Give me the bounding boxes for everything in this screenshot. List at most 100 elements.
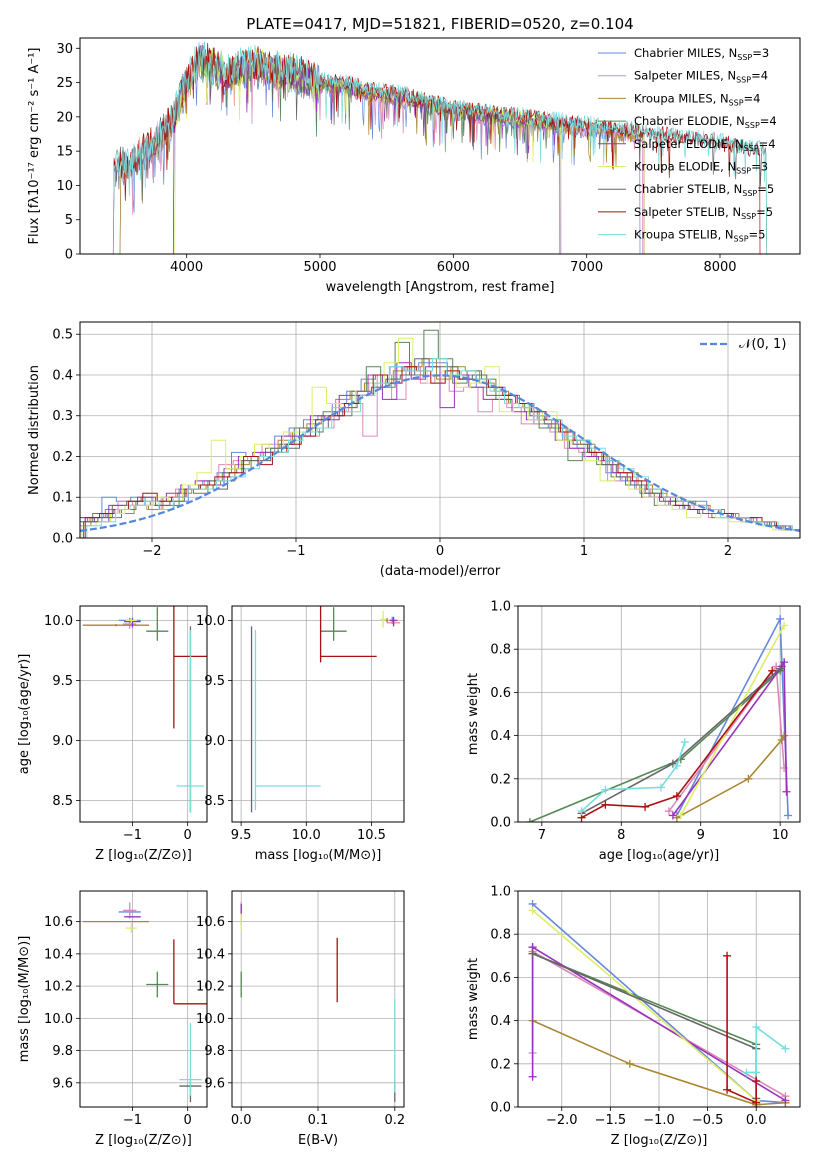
y-tick-label: 9.6	[204, 1076, 225, 1091]
weight-marker-4	[668, 811, 677, 820]
weight-marker-7	[752, 1077, 761, 1086]
panel-mass-vs-Z: −1 0 9.6 9.8 10.0 10.2 10.4 10.6 Z [log₁₀(Z/Z⊙)]…	[17, 890, 208, 1148]
y-tick-label: 10.0	[196, 614, 225, 629]
x-tick-label: 5000	[303, 260, 336, 275]
x-tick-label: 0	[436, 544, 444, 559]
y-tick-label: 9.6	[52, 1076, 73, 1091]
y-tick-label: 8.5	[52, 794, 73, 809]
weight-line-4	[672, 659, 788, 816]
legend-label-main: Chabrier MILES, N	[634, 46, 737, 60]
x-tick-label: 10.5	[357, 828, 386, 843]
weight-marker-2	[777, 735, 786, 744]
x-tick-label: −1	[123, 828, 142, 843]
y-axis-label: Flux [fλ10⁻¹⁷ erg cm⁻² s⁻¹ A⁻¹]	[27, 48, 42, 245]
axes-frame	[517, 605, 801, 823]
weight-marker-7	[723, 951, 732, 960]
weight-marker-2	[780, 731, 789, 740]
legend-label-tail: =5	[757, 182, 774, 196]
y-tick-label: 10.4	[196, 947, 225, 962]
weight-marker-8	[680, 738, 689, 747]
weight-marker-5	[676, 811, 685, 820]
panel-age-vs-Z: −1 0 8.5 9.0 9.5 10.0 Z [log₁₀(Z/Z⊙)] age [log₁…	[17, 605, 208, 863]
weight-marker-8	[672, 761, 681, 770]
y-axis-label: Normed distribution	[27, 365, 42, 495]
y-tick-label: 0.6	[490, 971, 511, 986]
legend-label-main: Kroupa ELODIE, N	[634, 160, 736, 174]
x-tick-label: 8000	[703, 260, 736, 275]
panel-spectrum: 4000 5000 6000 7000 8000 0 5 10 15 20 25 30 waveleng…	[27, 37, 801, 295]
x-tick-label: 9	[697, 828, 705, 843]
weight-marker-7	[768, 666, 777, 675]
x-tick-label: −1	[286, 544, 305, 559]
weight-line-5	[680, 625, 785, 816]
y-tick-label: 20	[56, 110, 73, 125]
x-axis-label: Z [log₁₀(Z/Z⊙)]	[95, 1133, 192, 1148]
weight-marker-7	[752, 1098, 761, 1107]
y-tick-label: 10.6	[44, 915, 73, 930]
spectrum-line-8	[112, 41, 768, 254]
weight-marker-1	[664, 807, 673, 816]
legend-label-3: Chabrier ELODIE, NSSP=4	[634, 114, 777, 130]
weight-marker-2	[744, 774, 753, 783]
legend-label-tail: =5	[756, 205, 773, 219]
legend-label-gaussian: 𝒩(0, 1)	[739, 337, 786, 352]
histogram-8	[86, 358, 800, 538]
x-tick-label: −1.0	[643, 1113, 675, 1128]
x-tick-label: 2	[724, 544, 732, 559]
weight-marker-4	[782, 787, 791, 796]
y-tick-label: 9.0	[204, 734, 225, 749]
x-tick-label: 0.2	[384, 1113, 405, 1128]
weight-marker-5	[528, 906, 537, 915]
panel-mass-vs-EBV: 0.0 0.1 0.2 9.6 9.8 10.0 10.2 10.4 10.6 E(B-V)	[196, 890, 405, 1148]
y-axis-label: mass weight	[466, 673, 481, 755]
y-tick-label: 0.8	[490, 643, 511, 658]
weight-marker-6	[528, 949, 537, 958]
y-tick-label: 10.6	[196, 915, 225, 930]
y-tick-label: 10	[56, 179, 73, 194]
weight-marker-2	[625, 1059, 634, 1068]
y-tick-label: 0	[65, 248, 73, 263]
y-tick-label: 0.6	[490, 686, 511, 701]
y-tick-label: 0.0	[490, 1101, 511, 1116]
x-tick-label: 10.0	[292, 828, 321, 843]
x-axis-label: (data-model)/error	[380, 564, 501, 579]
weight-marker-8	[656, 783, 665, 792]
y-tick-label: 0.0	[490, 816, 511, 831]
y-axis-label: age [log₁₀(age/yr)]	[17, 654, 32, 775]
plot-area	[82, 606, 207, 813]
x-tick-label: 6000	[437, 260, 470, 275]
x-tick-label: 9.5	[231, 828, 252, 843]
axes-frame	[79, 37, 801, 255]
y-tick-label: 8.5	[204, 794, 225, 809]
x-tick-label: −0.5	[692, 1113, 724, 1128]
legend-label-sub: SSP	[736, 167, 751, 176]
legend-label-7: Salpeter STELIB, NSSP=5	[634, 205, 773, 221]
plot-area	[528, 899, 790, 1107]
plot-area	[250, 606, 401, 813]
legend-label-main: Chabrier STELIB, N	[634, 182, 742, 196]
legend-label-2: Kroupa MILES, NSSP=4	[634, 91, 760, 107]
legend-label-sub: SSP	[745, 121, 760, 130]
weight-marker-7	[601, 800, 610, 809]
x-tick-label: 4000	[170, 260, 203, 275]
y-tick-label: 0.4	[52, 368, 73, 383]
x-axis-label: Z [log₁₀(Z/Z⊙)]	[95, 848, 192, 863]
legend-label-tail: =5	[749, 228, 766, 242]
panel-massweight-vs-age: 7 8 9 10 0.0 0.2 0.4 0.6 0.8 1.0 age [log₁₀(age/yr…	[466, 600, 801, 863]
legend-label-main: Salpeter STELIB, N	[634, 205, 741, 219]
plot-area	[80, 329, 800, 538]
figure-title: PLATE=0417, MJD=51821, FIBERID=0520, z=0…	[246, 15, 633, 33]
y-tick-label: 0.3	[52, 409, 73, 424]
weight-line-5	[532, 909, 757, 1102]
x-tick-label: 0.0	[746, 1113, 767, 1128]
y-tick-label: 9.8	[52, 1044, 73, 1059]
weight-marker-8	[577, 807, 586, 816]
weight-marker-8	[781, 1044, 790, 1053]
x-tick-label: −2.0	[546, 1113, 578, 1128]
legend-label-main: Chabrier ELODIE, N	[634, 114, 745, 128]
x-tick-label: −2	[142, 544, 161, 559]
weight-marker-8	[752, 1068, 761, 1077]
y-tick-label: 10.2	[196, 980, 225, 995]
x-tick-label: 7000	[570, 260, 603, 275]
